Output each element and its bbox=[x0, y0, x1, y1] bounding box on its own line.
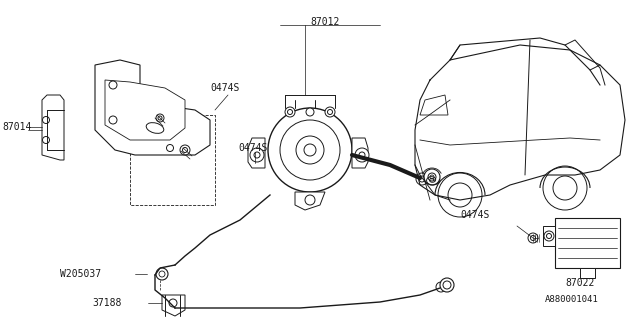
Circle shape bbox=[109, 116, 117, 124]
Circle shape bbox=[287, 109, 292, 115]
Circle shape bbox=[169, 299, 177, 307]
Circle shape bbox=[280, 120, 340, 180]
Circle shape bbox=[547, 234, 552, 238]
Text: W205037: W205037 bbox=[60, 269, 101, 279]
Circle shape bbox=[443, 281, 451, 289]
Circle shape bbox=[306, 108, 314, 116]
Circle shape bbox=[182, 148, 188, 153]
Polygon shape bbox=[105, 80, 185, 140]
Text: A880001041: A880001041 bbox=[545, 295, 599, 305]
Text: 87022: 87022 bbox=[565, 278, 595, 288]
Polygon shape bbox=[352, 138, 368, 168]
Circle shape bbox=[250, 148, 264, 162]
Ellipse shape bbox=[146, 123, 164, 133]
Circle shape bbox=[553, 176, 577, 200]
Circle shape bbox=[531, 236, 536, 241]
Circle shape bbox=[428, 173, 436, 181]
Circle shape bbox=[419, 176, 425, 182]
Circle shape bbox=[180, 145, 190, 155]
Polygon shape bbox=[95, 60, 210, 155]
Circle shape bbox=[438, 173, 482, 217]
Text: 0474S: 0474S bbox=[210, 83, 239, 93]
Text: 87012: 87012 bbox=[310, 17, 339, 27]
Polygon shape bbox=[295, 192, 325, 210]
Circle shape bbox=[156, 268, 168, 280]
Circle shape bbox=[296, 136, 324, 164]
Circle shape bbox=[543, 166, 587, 210]
Circle shape bbox=[109, 81, 117, 89]
Circle shape bbox=[325, 107, 335, 117]
Circle shape bbox=[268, 108, 352, 192]
Circle shape bbox=[430, 175, 434, 179]
Polygon shape bbox=[42, 95, 64, 160]
Circle shape bbox=[42, 116, 49, 124]
Circle shape bbox=[42, 137, 49, 143]
Text: 37188: 37188 bbox=[92, 298, 122, 308]
Circle shape bbox=[304, 144, 316, 156]
Circle shape bbox=[416, 173, 428, 185]
Circle shape bbox=[305, 195, 315, 205]
Circle shape bbox=[355, 148, 369, 162]
Polygon shape bbox=[162, 295, 185, 316]
Polygon shape bbox=[543, 226, 555, 246]
Circle shape bbox=[328, 109, 333, 115]
Circle shape bbox=[440, 278, 454, 292]
Circle shape bbox=[544, 231, 554, 241]
Circle shape bbox=[448, 183, 472, 207]
Circle shape bbox=[158, 116, 162, 120]
Circle shape bbox=[166, 145, 173, 151]
Circle shape bbox=[436, 282, 446, 292]
Circle shape bbox=[159, 271, 165, 277]
Circle shape bbox=[285, 107, 295, 117]
Circle shape bbox=[424, 169, 440, 185]
Circle shape bbox=[254, 152, 260, 158]
Polygon shape bbox=[130, 115, 215, 205]
Text: 87014: 87014 bbox=[2, 122, 31, 132]
Text: 0474S: 0474S bbox=[460, 210, 490, 220]
Polygon shape bbox=[420, 95, 448, 115]
Circle shape bbox=[528, 233, 538, 243]
Bar bbox=[555, 218, 620, 268]
Circle shape bbox=[359, 152, 365, 158]
Text: 0474S: 0474S bbox=[238, 143, 268, 153]
Polygon shape bbox=[248, 138, 265, 168]
Circle shape bbox=[156, 114, 164, 122]
Polygon shape bbox=[580, 268, 595, 278]
